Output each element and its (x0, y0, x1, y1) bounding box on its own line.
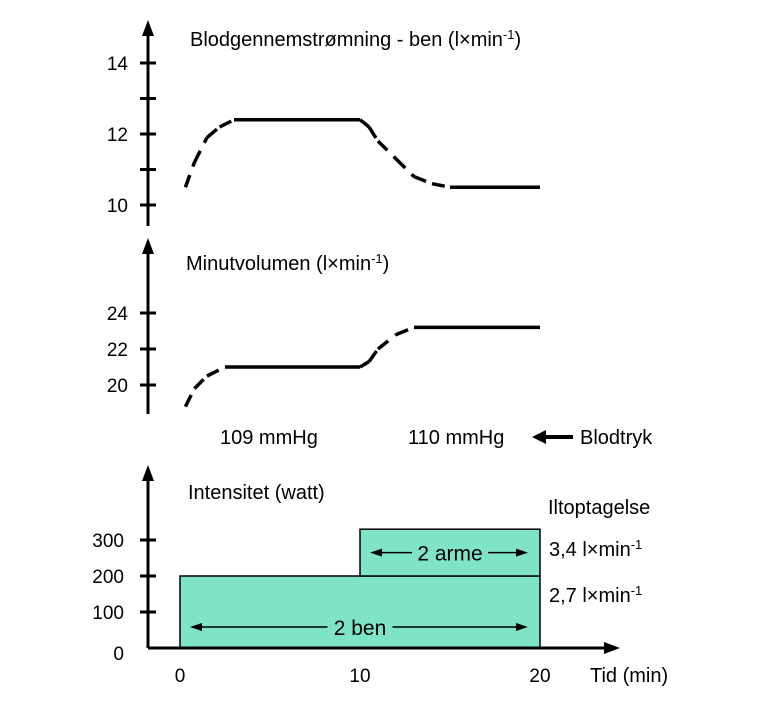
flow-segment (218, 118, 235, 129)
co-tick-label: 24 (107, 304, 129, 325)
co-segment (395, 325, 415, 337)
flow-segment (376, 139, 398, 161)
oxygen-uptake-legs: 2,7 l×min-1 (549, 583, 642, 608)
intensity-blocks: 2 ben 2 arme (179, 528, 541, 649)
chart-cardiac-output: 20 22 24 Minutvolumen (l×min-1) 109 mmHg 1… (107, 238, 653, 449)
intensity-block-label: 2 ben (334, 617, 387, 640)
flow-segment (367, 125, 380, 143)
co-series-line (183, 325, 540, 408)
flow-segment (192, 136, 209, 164)
block-label-bg (412, 538, 488, 565)
co-tick-labels: 20 22 24 (107, 304, 129, 397)
intensity-tick-label: 200 (92, 567, 124, 588)
block-label-bg (327, 613, 393, 639)
x-axis-label: Tid (min) (590, 665, 668, 687)
x-tick-label: 0 (175, 666, 186, 687)
oxygen-uptake-arms: 3,4 l×min-1 (549, 537, 642, 562)
flow-tick-label: 12 (107, 125, 128, 146)
intensity-tick-labels: 0 100 200 300 (92, 531, 124, 665)
bp-label: Blodtryk (580, 427, 653, 449)
co-segment (193, 374, 209, 390)
co-segment (206, 365, 226, 378)
x-tick-labels: 0 10 20 (175, 666, 551, 687)
flow-segment (394, 157, 416, 178)
oxygen-uptake-heading: Iltoptagelse (548, 497, 650, 519)
flow-segment (413, 174, 433, 186)
intensity-tick-label: 100 (92, 603, 124, 624)
flow-segment (183, 161, 197, 188)
co-ticks (140, 311, 156, 387)
x-tick-label: 20 (529, 666, 550, 687)
chart-flow: 10 12 14 Blodgennemstrømning - ben (l×min-… (107, 20, 540, 226)
flow-y-axis-arrow (142, 20, 154, 36)
flow-tick-labels: 10 12 14 (107, 54, 129, 217)
co-tick-label: 22 (107, 340, 128, 361)
co-title: Minutvolumen (l×min-1) (186, 251, 389, 276)
bp-arrow-icon (532, 430, 573, 444)
co-y-axis-arrow (142, 238, 154, 254)
arrow-left-icon (190, 623, 202, 631)
flow-segment (431, 181, 451, 189)
intensity-ticks (140, 538, 156, 614)
intensity-tick-label: 0 (113, 644, 124, 665)
intensity-tick-label: 300 (92, 531, 124, 552)
intensity-y-axis-arrow (142, 465, 154, 481)
flow-segment (358, 118, 371, 129)
flow-tick-label: 10 (107, 196, 128, 217)
co-segment (367, 347, 380, 363)
flow-ticks (140, 61, 156, 207)
intensity-x-axis-arrow (604, 642, 620, 654)
bp-left-label: 109 mmHg (220, 427, 318, 449)
intensity-title: Intensitet (watt) (188, 482, 325, 504)
flow-title: Blodgennemstrømning - ben (l×min-1) (190, 27, 521, 52)
intensity-block-label: 2 arme (417, 543, 482, 566)
arrow-right-icon (516, 623, 528, 631)
co-segment (376, 333, 398, 351)
flow-tick-label: 14 (107, 54, 129, 75)
x-tick-label: 10 (349, 666, 370, 687)
arrow-left-icon (370, 548, 382, 557)
flow-segment (205, 125, 221, 139)
chart-intensity: 2 ben 2 arme 0 100 200 300 0 10 20 Intensitet … (92, 465, 668, 687)
co-segment (359, 360, 370, 369)
arrow-right-icon (516, 548, 528, 557)
co-segment (183, 387, 196, 408)
bp-right-label: 110 mmHg (408, 427, 504, 449)
co-tick-label: 20 (107, 376, 128, 397)
flow-series-line (183, 118, 540, 189)
